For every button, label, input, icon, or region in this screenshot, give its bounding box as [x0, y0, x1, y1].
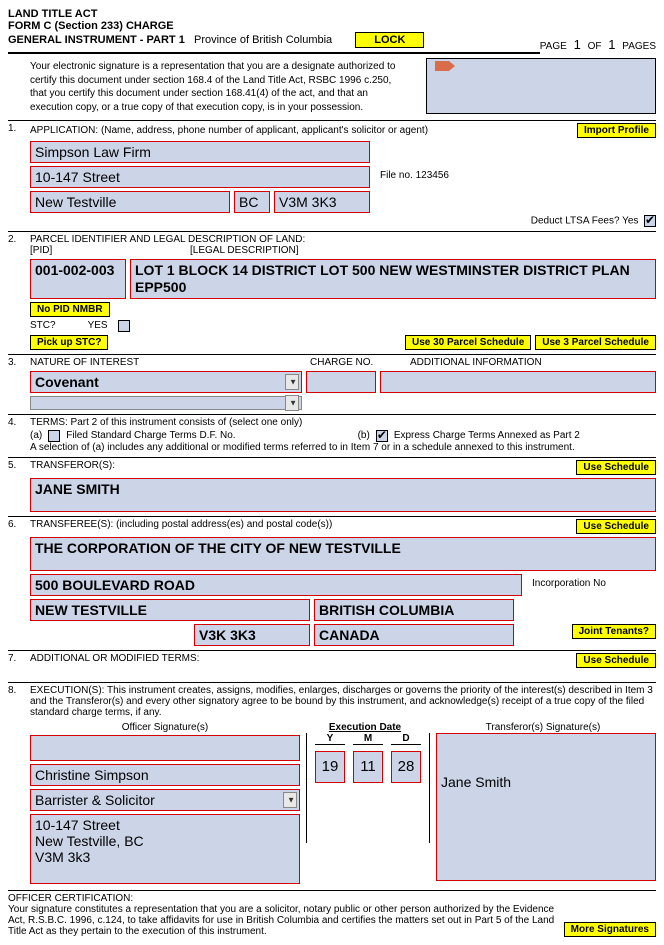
terms-b-checkbox[interactable]	[376, 430, 388, 442]
additional-info-label: ADDITIONAL INFORMATION	[410, 357, 542, 368]
transferor-sig-label: Transferor(s) Signature(s)	[430, 722, 656, 733]
no-pid-button[interactable]: No PID NMBR	[30, 302, 110, 317]
section-8-label: EXECUTION(S): This instrument creates, a…	[30, 685, 656, 718]
section-8-num: 8.	[8, 685, 16, 696]
form-header: LAND TITLE ACT FORM C (Section 233) CHAR…	[8, 8, 656, 54]
applicant-prov-field[interactable]: BC	[234, 191, 270, 213]
use-3-parcel-button[interactable]: Use 3 Parcel Schedule	[535, 335, 656, 350]
use-30-parcel-button[interactable]: Use 30 Parcel Schedule	[405, 335, 531, 350]
nature-of-interest-dropdown[interactable]: Covenant	[30, 371, 302, 393]
date-m-header: M	[353, 733, 383, 745]
applicant-city-field[interactable]: New Testville	[30, 191, 230, 213]
terms-b-label: (b)	[358, 430, 370, 441]
deduct-fees-checkbox[interactable]	[644, 215, 656, 227]
officer-sig-blank1[interactable]	[30, 735, 300, 761]
transferee-city-field[interactable]: NEW TESTVILLE	[30, 599, 310, 621]
incorporation-no-label: Incorporation No	[526, 574, 656, 596]
transferee-name-field[interactable]: THE CORPORATION OF THE CITY OF NEW TESTV…	[30, 537, 656, 571]
more-signatures-button[interactable]: More Signatures	[564, 922, 656, 937]
joint-tenants-button[interactable]: Joint Tenants?	[572, 624, 656, 639]
date-month-field[interactable]: 11	[353, 751, 383, 783]
transferor-signature-field[interactable]: Jane Smith	[436, 733, 656, 881]
date-y-header: Y	[315, 733, 345, 745]
terms-note: A selection of (a) includes any addition…	[30, 442, 656, 453]
transferee-postal-field[interactable]: V3K 3K3	[194, 624, 310, 646]
section-5-label: TRANSFEROR(S):	[30, 460, 115, 475]
section-7-num: 7.	[8, 653, 16, 664]
officer-sig-label: Officer Signature(s)	[30, 722, 300, 733]
section-4-label: TERMS: Part 2 of this instrument consist…	[30, 417, 656, 428]
pid-col-label: [PID]	[30, 245, 130, 256]
section-5-num: 5.	[8, 460, 16, 471]
signature-box[interactable]	[426, 58, 656, 114]
legal-col-label: [LEGAL DESCRIPTION]	[190, 245, 299, 256]
charge-no-field[interactable]	[306, 371, 376, 393]
applicant-address-field[interactable]: 10-147 Street	[30, 166, 370, 188]
terms-a-checkbox[interactable]	[48, 430, 60, 442]
applicant-firm-field[interactable]: Simpson Law Firm	[30, 141, 370, 163]
section-2-label: PARCEL IDENTIFIER AND LEGAL DESCRIPTION …	[30, 234, 656, 245]
legal-description-field[interactable]: LOT 1 BLOCK 14 DISTRICT LOT 500 NEW WEST…	[130, 259, 656, 299]
transferor-field[interactable]: JANE SMITH	[30, 478, 656, 512]
header-line2: FORM C (Section 233) CHARGE	[8, 20, 540, 32]
applicant-postal-field[interactable]: V3M 3K3	[274, 191, 370, 213]
nature-label: NATURE OF INTEREST	[30, 357, 310, 368]
pid-field[interactable]: 001-002-003	[30, 259, 126, 299]
officer-role-dropdown[interactable]: Barrister & Solicitor	[30, 789, 300, 811]
date-year-field[interactable]: 19	[315, 751, 345, 783]
section-6-label: TRANSFEREE(S): (including postal address…	[30, 519, 332, 534]
section-1-num: 1.	[8, 123, 16, 134]
section-3-num: 3.	[8, 357, 16, 368]
section-7-label: ADDITIONAL OR MODIFIED TERMS:	[30, 653, 199, 668]
header-line3b: Province of British Columbia	[194, 34, 332, 46]
terms-a-text: Filed Standard Charge Terms D.F. No.	[66, 430, 235, 441]
transferee-prov-field[interactable]: BRITISH COLUMBIA	[314, 599, 514, 621]
officer-cert-title: OFFICER CERTIFICATION:	[8, 893, 656, 904]
terms-b-text: Express Charge Terms Annexed as Part 2	[394, 430, 580, 441]
section-6-num: 6.	[8, 519, 16, 530]
stc-label: STC?	[30, 320, 56, 331]
signature-disclaimer: Your electronic signature is a represent…	[8, 58, 420, 116]
section-1-label: APPLICATION: (Name, address, phone numbe…	[30, 125, 428, 136]
additional-info-field[interactable]	[380, 371, 656, 393]
import-profile-button[interactable]: Import Profile	[577, 123, 656, 138]
date-day-field[interactable]: 28	[391, 751, 421, 783]
deduct-fees-label: Deduct LTSA Fees? Yes	[531, 216, 639, 227]
date-d-header: D	[391, 733, 421, 745]
pickup-stc-button[interactable]: Pick up STC?	[30, 335, 108, 350]
officer-cert-text: Your signature constitutes a representat…	[8, 904, 558, 937]
transferee-address-field[interactable]: 500 BOULEVARD ROAD	[30, 574, 522, 596]
additional-terms-use-schedule-button[interactable]: Use Schedule	[576, 653, 656, 668]
transferor-use-schedule-button[interactable]: Use Schedule	[576, 460, 656, 475]
nature-secondary-dropdown[interactable]	[30, 396, 302, 410]
header-line3a: GENERAL INSTRUMENT - PART 1	[8, 34, 185, 46]
page-number: PAGE 1 OF 1 PAGES	[540, 37, 656, 52]
charge-no-label: CHARGE NO.	[310, 357, 410, 368]
section-2-num: 2.	[8, 234, 16, 245]
header-line1: LAND TITLE ACT	[8, 8, 540, 20]
file-no-label: File no. 123456	[374, 166, 453, 188]
terms-a-label: (a)	[30, 430, 42, 441]
officer-address-field[interactable]: 10-147 Street New Testville, BC V3M 3k3	[30, 814, 300, 884]
lock-button[interactable]: LOCK	[355, 32, 424, 48]
stc-checkbox[interactable]	[118, 320, 130, 332]
section-4-num: 4.	[8, 417, 16, 428]
transferee-country-field[interactable]: CANADA	[314, 624, 514, 646]
stc-yes-label: YES	[88, 320, 108, 331]
execution-date-label: Execution Date	[300, 722, 430, 733]
transferee-use-schedule-button[interactable]: Use Schedule	[576, 519, 656, 534]
officer-name-field[interactable]: Christine Simpson	[30, 764, 300, 786]
